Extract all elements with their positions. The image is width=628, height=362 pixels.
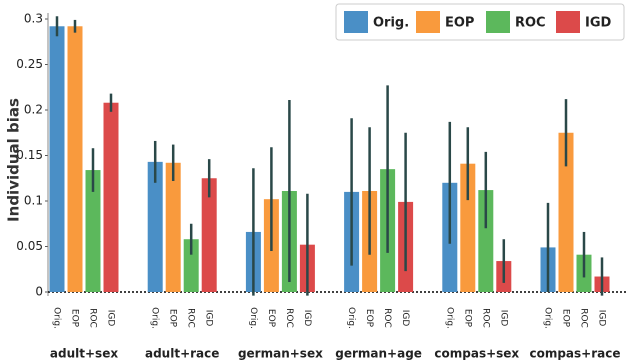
bar bbox=[147, 161, 163, 292]
y-tick-label: 0.25 bbox=[16, 57, 43, 71]
x-tick-label: IGD bbox=[400, 310, 410, 327]
y-axis-label: Individual bias bbox=[5, 98, 23, 222]
x-tick-label: EOP bbox=[168, 309, 178, 328]
legend-swatch bbox=[416, 11, 440, 33]
x-tick-label: Orig. bbox=[52, 307, 62, 329]
legend-swatch bbox=[556, 11, 580, 33]
y-tick-label: 0 bbox=[35, 285, 43, 299]
bar bbox=[165, 162, 181, 292]
x-tick-label: EOP bbox=[266, 309, 276, 328]
x-tick-label: ROC bbox=[88, 308, 98, 328]
x-tick-label: ROC bbox=[579, 308, 589, 328]
legend-label: ROC bbox=[515, 16, 546, 31]
x-tick-label: ROC bbox=[186, 308, 196, 328]
y-tick-label: 0.1 bbox=[24, 194, 43, 208]
x-tick-label: Orig. bbox=[248, 307, 258, 329]
bar bbox=[103, 102, 119, 292]
x-tick-label: IGD bbox=[204, 310, 214, 327]
x-tick-label: Orig. bbox=[346, 307, 356, 329]
legend-box bbox=[335, 3, 625, 41]
x-tick-label: Orig. bbox=[543, 307, 553, 329]
legend-swatch bbox=[344, 11, 368, 33]
group-label: adult+race bbox=[145, 347, 219, 361]
bar bbox=[85, 170, 101, 292]
bar bbox=[49, 26, 65, 293]
x-tick-label: EOP bbox=[462, 309, 472, 328]
bar bbox=[460, 163, 476, 292]
legend-label: Orig. bbox=[373, 16, 409, 31]
group-label: adult+sex bbox=[50, 347, 118, 361]
x-tick-label: Orig. bbox=[150, 307, 160, 329]
x-tick-label: EOP bbox=[561, 309, 571, 328]
group-label: compas+sex bbox=[434, 347, 519, 361]
bar bbox=[478, 190, 494, 292]
legend-swatch bbox=[486, 11, 510, 33]
x-tick-label: ROC bbox=[382, 308, 392, 328]
bar bbox=[558, 132, 574, 292]
x-tick-label: EOP bbox=[70, 309, 80, 328]
bar bbox=[183, 239, 199, 292]
y-tick-label: 0.2 bbox=[24, 103, 43, 117]
group-label: compas+race bbox=[529, 347, 620, 361]
legend-label: EOP bbox=[445, 16, 474, 31]
x-tick-label: Orig. bbox=[444, 307, 454, 329]
y-tick-label: 0.05 bbox=[16, 239, 43, 253]
legend-label: IGD bbox=[585, 16, 612, 31]
x-tick-label: ROC bbox=[284, 308, 294, 328]
x-tick-label: IGD bbox=[106, 310, 116, 327]
y-tick-label: 0.3 bbox=[24, 12, 43, 26]
x-tick-label: IGD bbox=[302, 310, 312, 327]
x-tick-label: IGD bbox=[498, 310, 508, 327]
group-label: german+sex bbox=[238, 347, 323, 361]
bar bbox=[67, 26, 83, 293]
x-tick-label: EOP bbox=[364, 309, 374, 328]
x-tick-label: IGD bbox=[597, 310, 607, 327]
y-tick-label: 0.15 bbox=[16, 148, 43, 162]
group-label: german+age bbox=[335, 347, 422, 361]
bar bbox=[201, 178, 217, 292]
x-tick-label: ROC bbox=[480, 308, 490, 328]
